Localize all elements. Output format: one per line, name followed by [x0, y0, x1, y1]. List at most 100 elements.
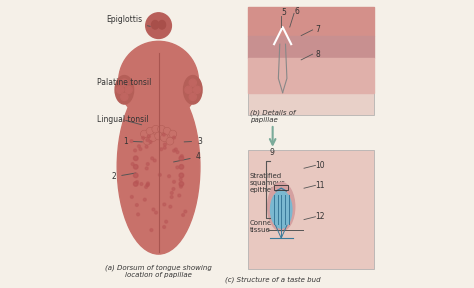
Text: Stratified
squamous
epithelium: Stratified squamous epithelium	[250, 173, 287, 192]
Circle shape	[151, 157, 154, 160]
Circle shape	[130, 196, 133, 198]
Circle shape	[173, 149, 175, 152]
Circle shape	[144, 138, 151, 145]
Circle shape	[173, 180, 175, 183]
Circle shape	[164, 128, 170, 134]
Circle shape	[158, 126, 165, 132]
Circle shape	[161, 134, 168, 141]
Circle shape	[150, 135, 156, 141]
Circle shape	[146, 184, 149, 187]
Circle shape	[163, 226, 165, 228]
Circle shape	[136, 181, 138, 183]
Ellipse shape	[152, 20, 159, 29]
Circle shape	[146, 139, 149, 141]
Circle shape	[170, 131, 176, 137]
Ellipse shape	[125, 86, 132, 93]
Circle shape	[181, 155, 183, 158]
Circle shape	[166, 138, 173, 145]
Circle shape	[163, 133, 165, 136]
Circle shape	[150, 229, 153, 232]
Ellipse shape	[146, 13, 172, 39]
Bar	[274, 185, 288, 190]
Ellipse shape	[271, 191, 292, 228]
Circle shape	[172, 187, 175, 190]
Circle shape	[158, 173, 161, 176]
Circle shape	[174, 148, 177, 151]
Text: 8: 8	[315, 50, 320, 59]
Ellipse shape	[193, 86, 201, 93]
Circle shape	[153, 159, 156, 162]
Text: Palatine tonsil: Palatine tonsil	[97, 78, 152, 87]
Circle shape	[137, 145, 140, 148]
Text: 11: 11	[315, 181, 325, 190]
Circle shape	[141, 131, 147, 137]
Circle shape	[131, 163, 134, 166]
Circle shape	[169, 130, 176, 137]
Ellipse shape	[185, 86, 192, 93]
Text: Lingual tonsil: Lingual tonsil	[97, 115, 149, 125]
Circle shape	[178, 194, 181, 197]
Circle shape	[164, 128, 171, 134]
Ellipse shape	[158, 20, 165, 29]
Circle shape	[145, 145, 148, 148]
Ellipse shape	[268, 183, 295, 231]
Ellipse shape	[117, 86, 124, 93]
FancyBboxPatch shape	[248, 7, 374, 115]
Text: 12: 12	[315, 212, 325, 221]
Ellipse shape	[115, 75, 134, 104]
Bar	[248, 7, 374, 36]
Text: 2: 2	[111, 172, 136, 181]
Circle shape	[146, 183, 149, 186]
Circle shape	[145, 167, 148, 170]
Circle shape	[163, 203, 166, 206]
Circle shape	[134, 156, 138, 160]
Circle shape	[170, 196, 173, 198]
Circle shape	[149, 134, 156, 141]
Circle shape	[152, 208, 155, 211]
Bar	[248, 36, 374, 58]
Ellipse shape	[183, 75, 202, 104]
Circle shape	[164, 143, 166, 146]
Circle shape	[159, 126, 164, 132]
Circle shape	[146, 163, 149, 166]
Circle shape	[176, 166, 179, 169]
Circle shape	[147, 135, 150, 138]
Ellipse shape	[189, 79, 196, 86]
Circle shape	[179, 156, 183, 160]
Circle shape	[140, 183, 143, 185]
Text: Connective
tissue: Connective tissue	[250, 220, 289, 233]
Circle shape	[182, 214, 184, 217]
Circle shape	[155, 211, 157, 214]
Circle shape	[130, 140, 133, 143]
Circle shape	[137, 213, 139, 216]
Text: 7: 7	[315, 25, 320, 34]
Text: Epiglottis: Epiglottis	[106, 16, 150, 26]
Ellipse shape	[118, 41, 199, 121]
Circle shape	[134, 149, 137, 152]
Circle shape	[163, 146, 166, 149]
Circle shape	[173, 136, 175, 139]
Circle shape	[145, 185, 147, 188]
Text: 9: 9	[270, 148, 274, 157]
Circle shape	[156, 133, 162, 139]
Circle shape	[160, 148, 163, 151]
Ellipse shape	[121, 93, 128, 101]
Circle shape	[184, 210, 187, 213]
Circle shape	[169, 205, 172, 208]
Circle shape	[165, 220, 168, 223]
Circle shape	[180, 185, 182, 188]
Circle shape	[134, 182, 138, 186]
FancyBboxPatch shape	[248, 150, 374, 270]
Text: (c) Structure of a taste bud: (c) Structure of a taste bud	[225, 277, 320, 283]
Text: 10: 10	[315, 161, 325, 170]
Circle shape	[162, 135, 167, 141]
Circle shape	[142, 137, 145, 139]
Circle shape	[167, 138, 173, 144]
Circle shape	[146, 182, 149, 185]
Circle shape	[152, 126, 159, 132]
Circle shape	[136, 204, 138, 206]
Circle shape	[179, 182, 183, 186]
Circle shape	[179, 164, 183, 169]
Circle shape	[147, 128, 153, 134]
Circle shape	[179, 173, 183, 178]
